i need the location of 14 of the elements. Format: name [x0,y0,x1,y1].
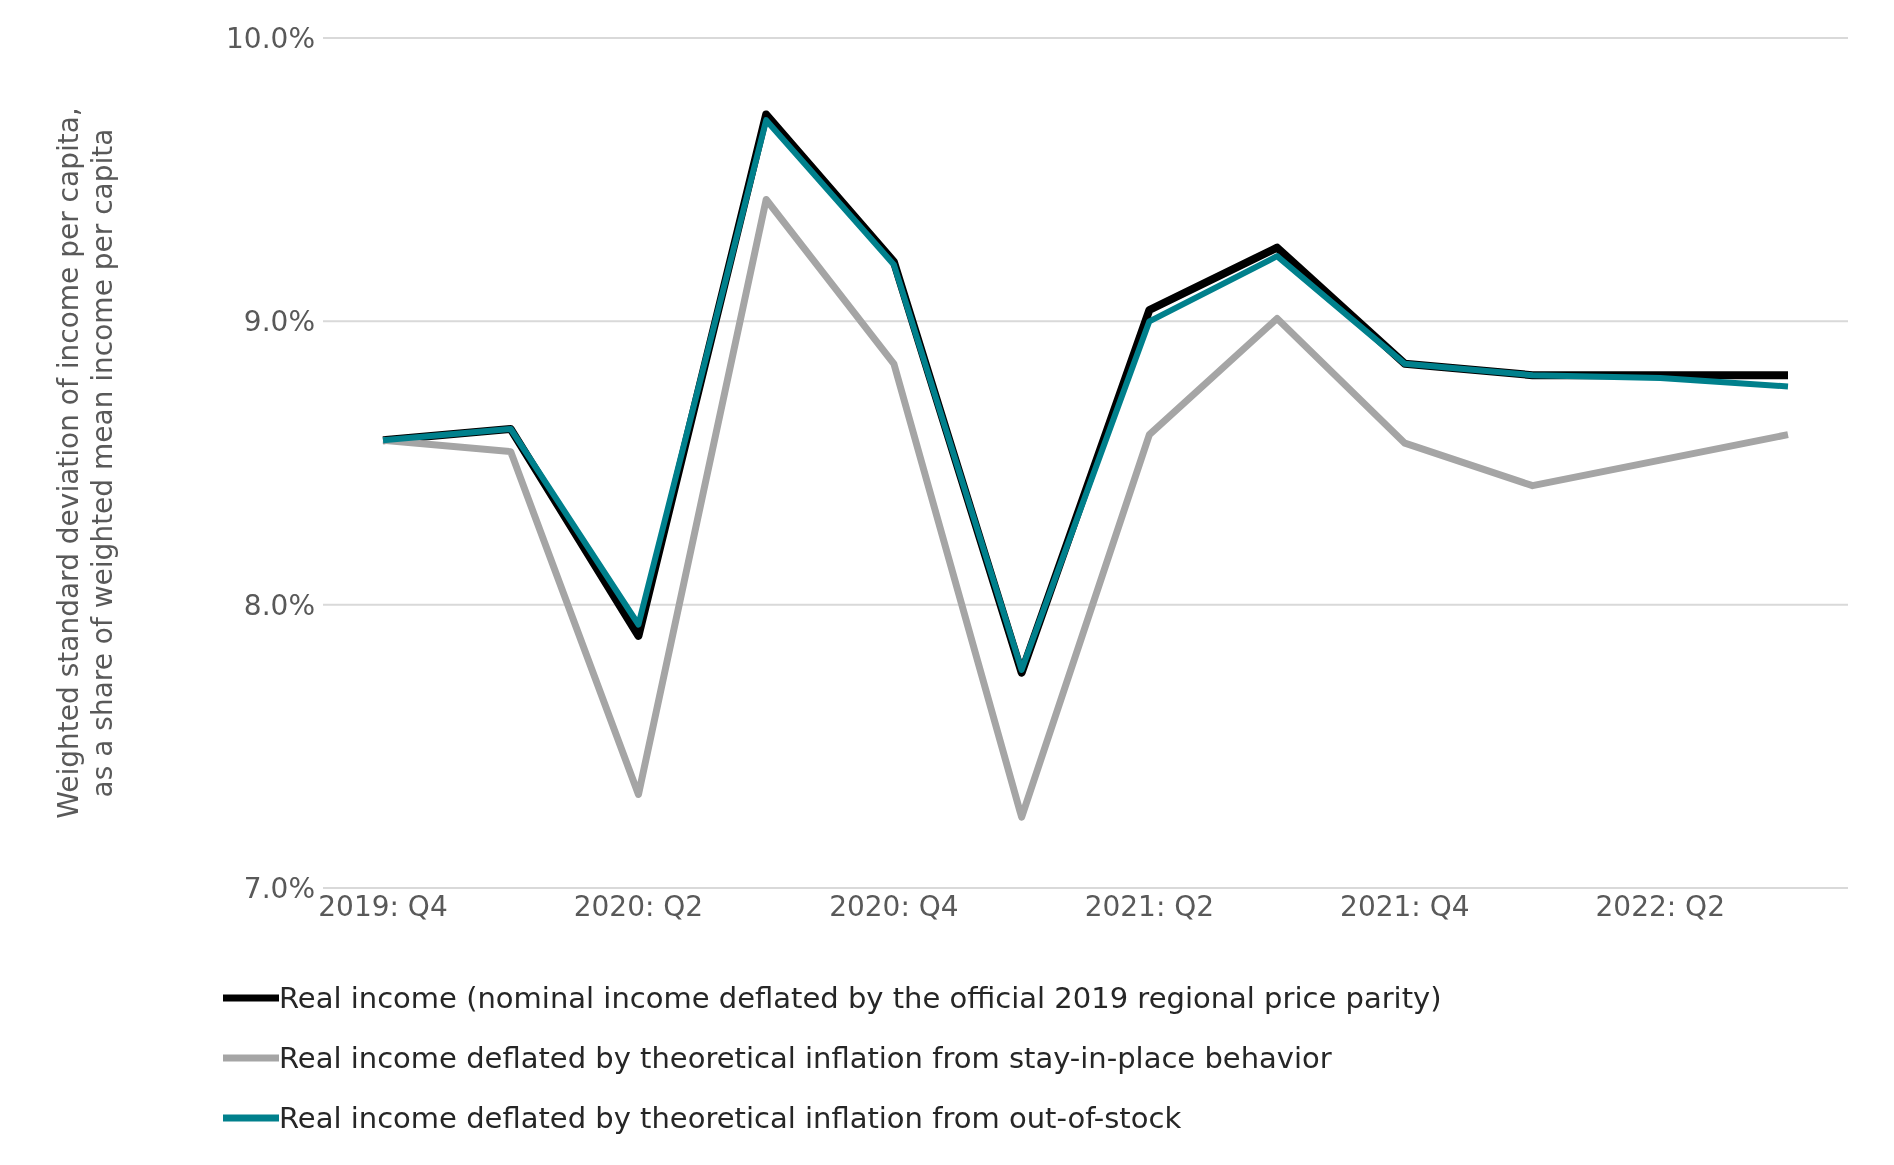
x-tick-label: 2022: Q2 [1595,889,1725,923]
y-tick-label: 10.0% [226,21,315,55]
x-tick-label: 2021: Q2 [1084,889,1215,923]
x-tick-label: 2019: Q4 [318,889,448,923]
y-tick-label: 8.0% [243,588,315,622]
x-tick-label: 2020: Q4 [829,889,959,923]
legend-label: Real income deflated by theoretical inflation from stay-in-place behavior [279,1040,1332,1077]
legend-label: Real income (nominal income deflated by the official 2019 regional price parity) [279,980,1442,1017]
x-tick-label: 2020: Q2 [573,889,704,923]
x-tick-label: 2021: Q4 [1340,889,1470,923]
y-tick-label: 9.0% [243,305,315,339]
legend-label: Real income deflated by theoretical inflation from out-of-stock [279,1100,1182,1137]
y-axis-title: Weighted standard deviation of income per capita, as a share of weighted mean income per capita [52,107,119,819]
y-tick-label: 7.0% [243,871,315,905]
